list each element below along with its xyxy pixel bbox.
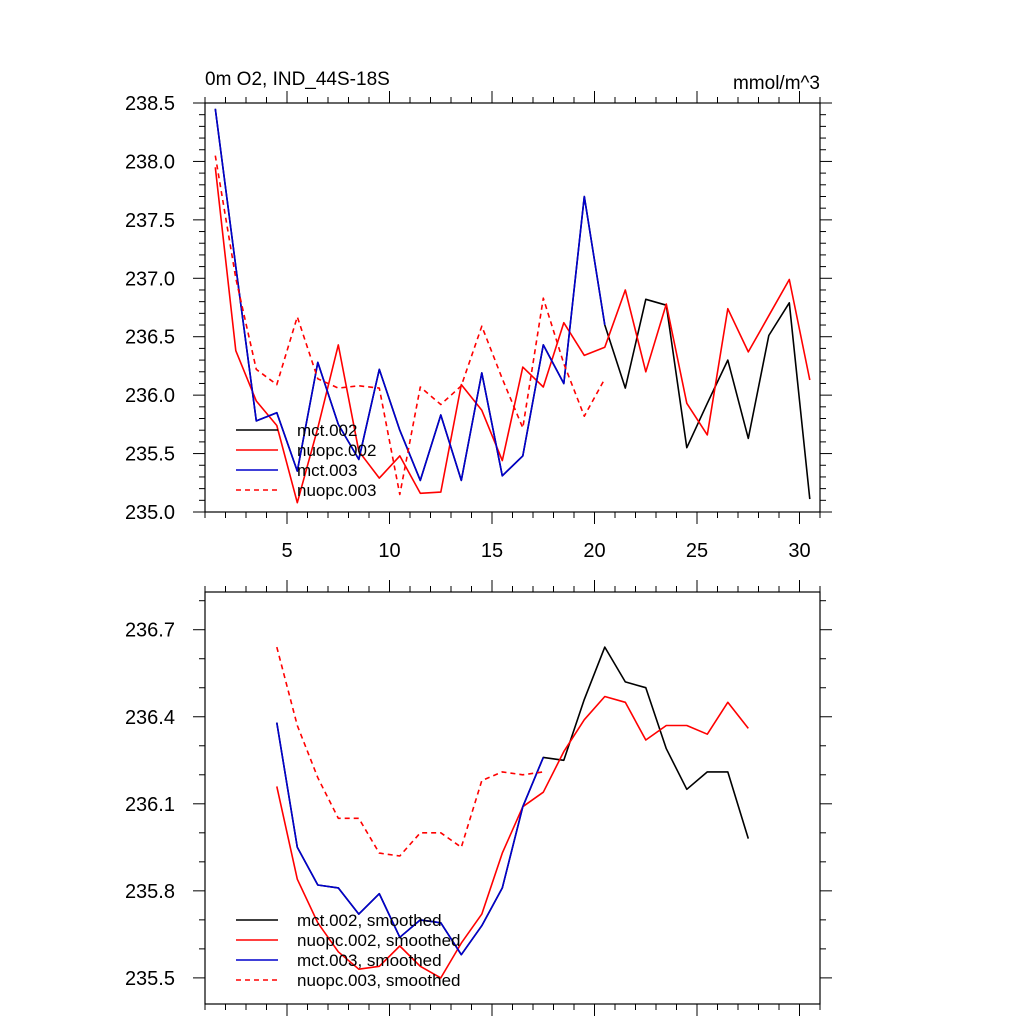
y-tick-label: 235.0	[125, 502, 175, 524]
y-tick-label: 235.5	[125, 968, 175, 990]
x-tick-label: 5	[281, 540, 292, 562]
legend-label: mct.002	[297, 421, 357, 440]
legend-label: mct.003, smoothed	[297, 951, 442, 970]
legend-label: nuopc.002	[297, 441, 376, 460]
y-tick-label: 236.7	[125, 620, 175, 642]
series-line-mct-003-smoothed	[276, 722, 545, 956]
series-line-nuopc-003-smoothed	[276, 646, 544, 857]
series-line-nuopc-002-smoothed	[276, 695, 749, 979]
series-line-nuopc-003	[214, 155, 606, 496]
y-tick-label: 236.0	[125, 385, 175, 407]
x-tick-label: 10	[378, 540, 400, 562]
legend-label: mct.003	[297, 461, 357, 480]
y-tick-label: 238.5	[125, 93, 175, 115]
top-panel: 5 10 15 20 25 30 235.0 235.5 236.0 236.5 237.0 237.…	[125, 69, 832, 562]
legend-label: nuopc.002, smoothed	[297, 931, 461, 950]
chart-title: 0m O2, IND_44S-18S	[205, 69, 390, 90]
x-tick-label: 30	[788, 540, 810, 562]
y-tick-label: 238.0	[125, 151, 175, 173]
x-tick-label: 15	[481, 540, 503, 562]
x-tick-label: 20	[583, 540, 605, 562]
y-tick-label: 236.4	[125, 707, 175, 729]
legend-label: nuopc.003	[297, 481, 376, 500]
legend-label: mct.002, smoothed	[297, 911, 442, 930]
bottom-panel: 235.5 235.8 236.1 236.4 236.7 mct.002, smooth…	[125, 580, 832, 1016]
y-tick-label: 235.5	[125, 444, 175, 466]
series-line-nuopc-002	[214, 167, 811, 504]
y-tick-label: 236.1	[125, 794, 175, 816]
units-label: mmol/m^3	[733, 73, 820, 94]
series-line-mct-003	[214, 108, 606, 482]
legend-label: nuopc.003, smoothed	[297, 971, 461, 990]
y-tick-label: 237.0	[125, 268, 175, 290]
x-tick-label: 25	[686, 540, 708, 562]
series-line-mct-002-smoothed	[276, 646, 750, 956]
y-tick-label: 237.5	[125, 210, 175, 232]
y-tick-label: 236.5	[125, 327, 175, 349]
y-tick-label: 235.8	[125, 881, 175, 903]
